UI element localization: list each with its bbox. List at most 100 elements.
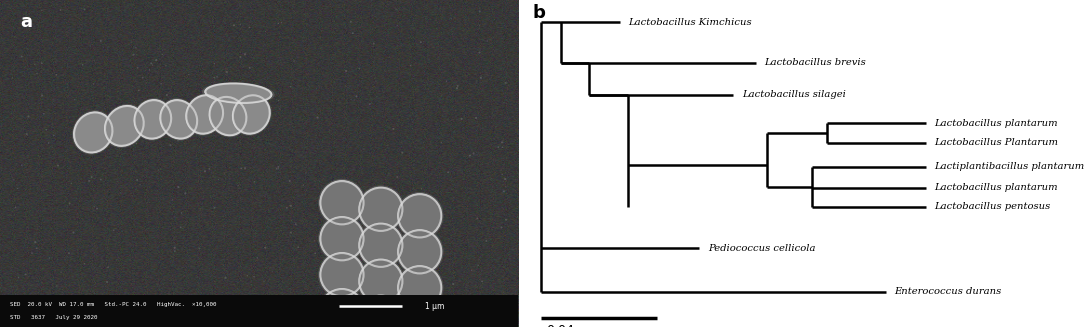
Point [206, 61, 223, 66]
Text: Lactiplantibacillus plantarum strain EI6: Lactiplantibacillus plantarum strain EI6 [934, 162, 1084, 171]
Point [52, 270, 69, 275]
Point [498, 217, 515, 222]
Point [478, 238, 495, 243]
Point [10, 275, 27, 280]
Point [162, 143, 179, 148]
Point [479, 38, 496, 43]
Point [493, 172, 511, 177]
Text: Lactobacillus pentosus strain 124-2: Lactobacillus pentosus strain 124-2 [934, 202, 1084, 211]
Point [402, 63, 420, 68]
Point [18, 131, 36, 137]
Text: Lactobacillus Plantarum: Lactobacillus Plantarum [934, 138, 1058, 147]
Ellipse shape [320, 216, 364, 261]
Point [206, 93, 223, 98]
Bar [0, 295, 518, 327]
Point [339, 267, 357, 273]
Point [393, 150, 411, 155]
Point [425, 206, 442, 212]
Ellipse shape [359, 223, 403, 267]
Point [238, 273, 256, 278]
Point [337, 68, 354, 74]
Point [465, 151, 482, 156]
Point [134, 75, 152, 80]
Point [367, 78, 385, 84]
Text: Pediococcus cellicola: Pediococcus cellicola [708, 244, 815, 253]
Point [99, 279, 116, 284]
Point [100, 265, 117, 270]
Point [105, 228, 122, 233]
Point [164, 197, 181, 202]
Point [129, 65, 146, 70]
Ellipse shape [134, 100, 171, 139]
Point [48, 284, 65, 289]
Point [141, 67, 158, 73]
Point [461, 153, 478, 158]
Point [493, 225, 511, 230]
Ellipse shape [319, 251, 365, 299]
Point [256, 279, 273, 284]
Ellipse shape [359, 295, 403, 327]
Point [257, 29, 274, 34]
Point [166, 249, 183, 254]
Point [327, 202, 345, 208]
Point [23, 250, 40, 256]
Point [285, 59, 302, 64]
Point [236, 110, 254, 115]
Point [169, 138, 186, 143]
Text: Lactobacillus silagei JCM 19001 strain IWT126: Lactobacillus silagei JCM 19001 strain I… [741, 90, 981, 99]
Point [34, 8, 51, 13]
Point [271, 106, 288, 112]
Point [13, 163, 30, 168]
Point [263, 269, 281, 274]
Point [241, 25, 258, 30]
Ellipse shape [359, 187, 403, 232]
Ellipse shape [209, 96, 247, 136]
Point [169, 184, 186, 190]
Point [287, 222, 305, 227]
Point [180, 72, 197, 77]
Point [127, 45, 144, 50]
Point [236, 52, 254, 57]
Ellipse shape [231, 93, 272, 136]
Point [63, 181, 80, 186]
Point [158, 113, 176, 118]
Point [439, 170, 456, 175]
Point [388, 23, 405, 28]
Point [128, 141, 145, 146]
Text: Lactobacillus Plantarum strain NBRC 15891: Lactobacillus Plantarum strain NBRC 1589… [934, 138, 1084, 147]
Point [3, 75, 21, 80]
Point [344, 30, 361, 36]
Point [467, 115, 485, 120]
Point [324, 266, 341, 271]
Point [232, 22, 249, 27]
Ellipse shape [132, 98, 173, 141]
Point [208, 74, 225, 79]
Point [387, 7, 404, 12]
Point [66, 97, 83, 102]
Point [470, 23, 488, 28]
Point [449, 86, 466, 91]
Ellipse shape [320, 252, 364, 297]
Point [172, 210, 190, 215]
Ellipse shape [319, 287, 365, 327]
Point [463, 268, 480, 273]
Point [334, 216, 351, 221]
Point [158, 92, 176, 97]
Point [74, 62, 91, 68]
Point [150, 167, 167, 173]
Point [309, 115, 326, 120]
Point [27, 239, 44, 245]
Point [80, 178, 98, 183]
Point [365, 41, 383, 46]
Point [17, 272, 35, 277]
Point [52, 8, 69, 13]
Point [125, 52, 142, 57]
Ellipse shape [357, 293, 404, 327]
Point [438, 78, 455, 84]
Point [131, 182, 149, 187]
Point [442, 16, 460, 21]
Point [218, 69, 235, 75]
Point [468, 216, 486, 221]
Point [245, 274, 262, 279]
Point [136, 117, 153, 122]
